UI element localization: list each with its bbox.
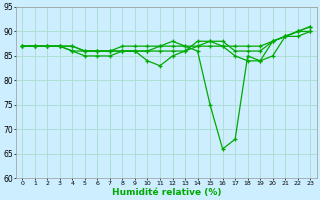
X-axis label: Humidité relative (%): Humidité relative (%) [111,188,221,197]
